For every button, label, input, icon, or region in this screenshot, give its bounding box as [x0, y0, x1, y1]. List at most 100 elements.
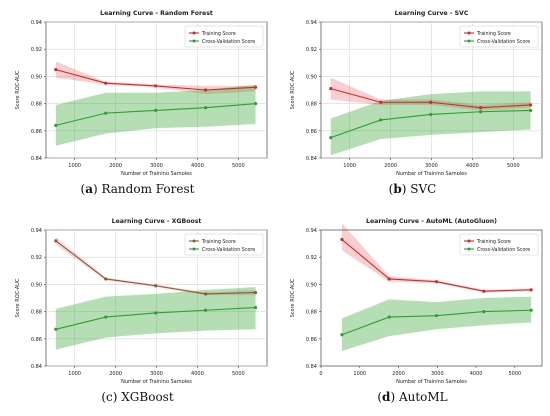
y-axis-label: Score ROC-AUC [15, 278, 21, 317]
y-tick-label: 0.88 [31, 310, 42, 316]
x-axis-label: Number of Training Samples [121, 379, 192, 383]
y-tick-label: 0.88 [306, 310, 317, 316]
confidence-band [55, 84, 256, 146]
x-tick-label: 2000 [384, 163, 397, 169]
x-tick-label: 4000 [466, 163, 479, 169]
data-point [104, 111, 108, 115]
x-tick-label: 2000 [109, 163, 122, 169]
data-point [154, 311, 158, 315]
caption-random-forest: (a) Random Forest [80, 182, 195, 196]
chart-random-forest: 0.84 0.86 0.88 0.90 0.92 0.94 1000 2000 3000 4000… [15, 10, 268, 175]
data-point [479, 110, 483, 114]
legend: Training Score Cross-Validation Score [459, 233, 539, 256]
legend-label: Cross-Validation Score [202, 39, 255, 45]
legend-label: Training Score [201, 239, 236, 245]
data-point [329, 136, 333, 140]
legend-label: Training Score [201, 31, 236, 37]
y-tick-label: 0.94 [31, 228, 42, 234]
x-tick-label: 0 [319, 371, 322, 377]
data-point [387, 315, 391, 319]
data-point [253, 290, 258, 295]
y-tick-label: 0.94 [306, 20, 317, 26]
caption-automl: (d) AutoML [377, 390, 448, 404]
data-point [340, 237, 344, 242]
confidence-band [55, 61, 256, 95]
data-point [54, 123, 58, 127]
x-tick-label: 2000 [392, 371, 405, 377]
data-point [54, 327, 58, 331]
caption-xgboost: (c) XGBoost [101, 390, 174, 404]
caption-text: XGBoost [121, 390, 174, 404]
legend-marker [467, 239, 471, 243]
legend-label: Training Score [476, 239, 511, 245]
data-point [482, 289, 486, 293]
data-point [253, 85, 258, 89]
data-point [154, 84, 158, 88]
x-tick-label: 3000 [150, 163, 163, 169]
legend-box [184, 233, 264, 256]
data-point [379, 118, 383, 122]
y-tick-label: 0.86 [306, 337, 317, 343]
data-point [104, 315, 108, 319]
x-tick-label: 3000 [150, 371, 163, 377]
y-tick-label: 0.86 [31, 129, 42, 135]
y-tick-label: 0.84 [306, 364, 317, 370]
y-tick-label: 0.90 [306, 282, 317, 288]
x-tick-label: 4000 [191, 371, 204, 377]
legend-label: Cross-Validation Score [477, 39, 530, 45]
y-axis-label: Score ROC-AUC [290, 70, 296, 109]
confidence-band [55, 287, 256, 350]
data-point [379, 100, 383, 104]
legend: Training Score Cross-Validation Score [184, 233, 264, 256]
legend-box [459, 25, 539, 48]
chart-title: Learning Curve - SVC [395, 10, 469, 17]
y-tick-label: 0.92 [31, 255, 42, 261]
data-point [434, 280, 439, 284]
legend-label: Cross-Validation Score [202, 247, 255, 253]
y-axis-label: Score ROC-AUC [290, 278, 296, 317]
chart-automl: 0.84 0.86 0.88 0.90 0.92 0.94 0 1000 2000 3000 400… [290, 218, 543, 383]
x-tick-label: 5000 [507, 163, 520, 169]
x-tick-label: 1000 [68, 371, 81, 377]
data-point [204, 106, 208, 110]
x-tick-label: 5000 [232, 163, 245, 169]
x-axis-label: Number of Training Samples [396, 171, 467, 175]
chart-title: Learning Curve - XGBoost [112, 218, 202, 225]
x-tick-label: 1000 [68, 163, 81, 169]
y-tick-label: 0.88 [31, 102, 42, 108]
chart-svc: 0.84 0.86 0.88 0.90 0.92 0.94 1000 2000 3000 4000… [290, 10, 543, 175]
data-point [253, 102, 258, 106]
legend-marker [192, 31, 196, 35]
data-point [340, 333, 344, 337]
caption-letter: a [85, 182, 93, 196]
legend-marker [467, 39, 471, 43]
y-tick-label: 0.92 [306, 47, 317, 53]
caption-text: Random Forest [101, 182, 195, 196]
legend-box [459, 233, 539, 256]
panel-automl: 0.84 0.86 0.88 0.90 0.92 0.94 0 1000 2000 3000 400… [275, 208, 550, 416]
x-tick-label: 3000 [431, 371, 444, 377]
data-point [528, 103, 533, 107]
data-point [104, 277, 108, 281]
y-axis-label: Score ROC-AUC [15, 70, 21, 109]
x-axis-label: Number of Training Samples [396, 379, 467, 383]
data-point [204, 292, 208, 296]
data-point [429, 100, 433, 104]
data-point [529, 308, 533, 312]
caption-text: AutoML [398, 390, 448, 404]
y-tick-label: 0.94 [306, 228, 317, 234]
legend: Training Score Cross-Validation Score [459, 25, 539, 48]
caption-svc: (b) SVC [388, 182, 437, 196]
data-point [104, 81, 108, 85]
y-tick-label: 0.86 [31, 337, 42, 343]
legend-marker [192, 239, 196, 243]
panel-svc: 0.84 0.86 0.88 0.90 0.92 0.94 1000 2000 3000 4000… [275, 0, 550, 208]
x-tick-label: 1000 [353, 371, 366, 377]
y-tick-label: 0.90 [31, 74, 42, 80]
x-tick-label: 1000 [343, 163, 356, 169]
caption-letter: c [106, 390, 113, 404]
data-point [204, 308, 208, 312]
legend-marker [467, 31, 471, 35]
caption-letter: b [393, 182, 402, 196]
chart-title: Learning Curve - Random Forest [100, 10, 213, 17]
